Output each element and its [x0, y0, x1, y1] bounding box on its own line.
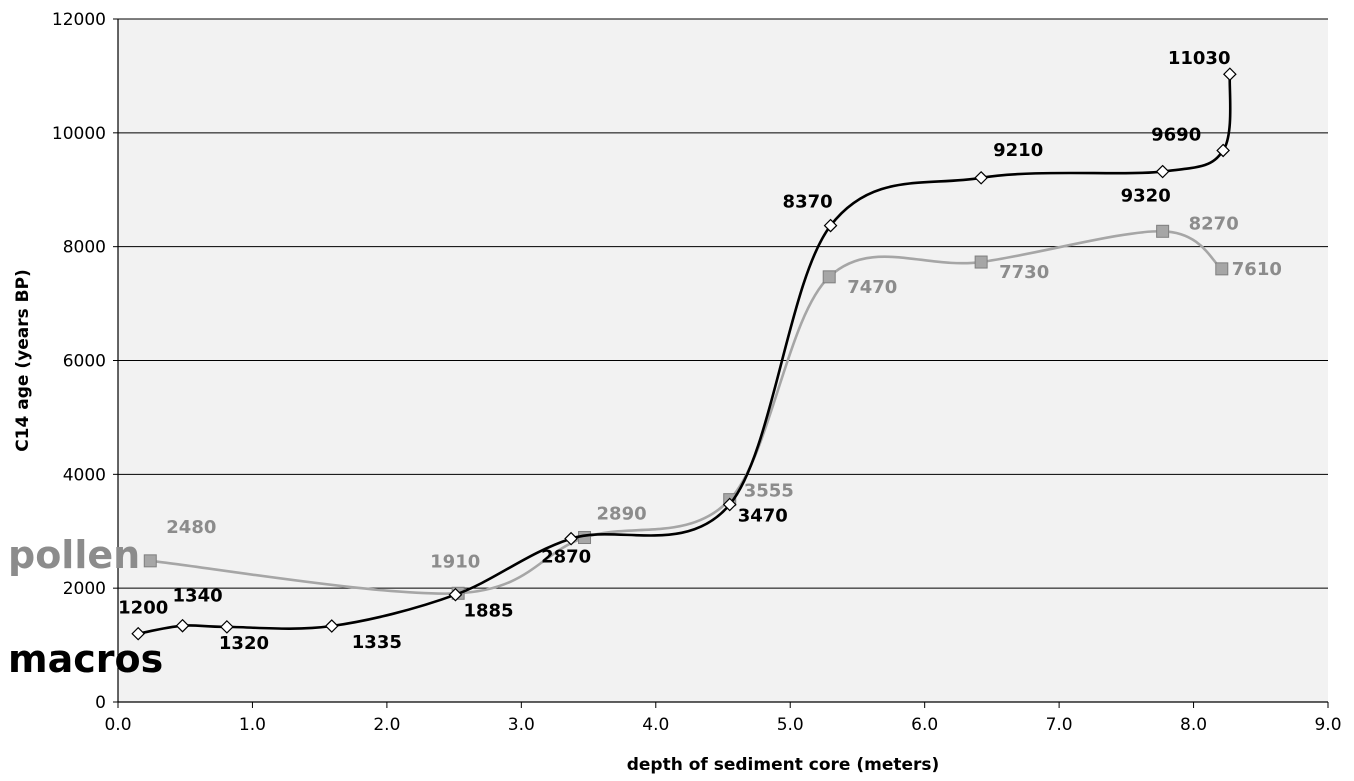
axes: 0 2000 4000 6000 8000 10000 12000 0.0 1.0 2.0 3.0 4…	[52, 10, 1342, 735]
x-tick-label: 9.0	[1314, 715, 1341, 735]
data-point-macros	[131, 626, 146, 641]
data-label-pollen: 1910	[430, 551, 480, 572]
data-point-pollen	[822, 270, 836, 284]
data-label-macros: 8370	[783, 192, 833, 213]
data-point-macros	[324, 619, 339, 633]
x-tick-label: 3.0	[508, 715, 535, 735]
data-label-macros: 11030	[1168, 48, 1231, 69]
data-label-macros: 1340	[173, 586, 223, 607]
data-label-pollen: 7730	[999, 262, 1049, 283]
y-tick-label: 10000	[52, 124, 106, 144]
x-tick-label: 7.0	[1046, 715, 1073, 735]
x-tick-label: 6.0	[911, 715, 938, 735]
x-tick-label: 1.0	[239, 715, 266, 735]
data-point-pollen	[1215, 262, 1229, 276]
data-point-pollen	[143, 554, 157, 568]
data-point-pollen	[1156, 224, 1170, 238]
data-label-macros: 1335	[352, 632, 402, 653]
y-axis-title: C14 age (years BP)	[13, 269, 33, 452]
data-label-pollen: 7610	[1232, 259, 1282, 280]
data-point-macros	[175, 618, 190, 633]
gridlines	[118, 18, 1328, 589]
series-name-macros: macros	[8, 637, 163, 681]
data-label-pollen: 2480	[166, 517, 216, 538]
data-point-macros	[448, 587, 463, 602]
data-point-macros	[564, 531, 578, 546]
series	[131, 67, 1237, 641]
data-label-macros: 9210	[993, 140, 1043, 161]
y-tick-label: 2000	[63, 579, 106, 599]
y-tick-label: 12000	[52, 10, 106, 30]
series-name-pollen: pollen	[8, 533, 140, 577]
data-label-pollen: 7470	[847, 277, 897, 298]
data-point-macros	[722, 497, 737, 512]
data-label-pollen: 2890	[597, 504, 647, 525]
data-label-pollen: 3555	[744, 481, 794, 502]
y-tick-label: 4000	[63, 465, 106, 485]
data-point-pollen	[974, 255, 988, 269]
data-label-macros: 1200	[118, 598, 168, 619]
series-line-macros	[137, 74, 1232, 635]
data-label-macros: 1320	[219, 633, 269, 654]
data-point-macros	[1155, 164, 1170, 179]
x-tick-label: 2.0	[373, 715, 400, 735]
data-label-pollen: 8270	[1189, 213, 1239, 234]
y-tick-label: 6000	[63, 352, 106, 372]
data-label-macros: 1885	[463, 601, 513, 622]
data-label-macros: 9320	[1121, 186, 1171, 207]
data-label-macros: 9690	[1151, 124, 1201, 145]
data-label-macros: 3470	[738, 505, 788, 526]
data-point-macros	[220, 620, 234, 634]
x-tick-label: 5.0	[777, 715, 804, 735]
data-point-macros	[1223, 67, 1237, 82]
data-point-macros	[1216, 143, 1230, 158]
data-labels: 2480 1910 2890 3555 7470 7730 8270 7610 12001340…	[118, 48, 1282, 654]
x-tick-label: 8.0	[1180, 715, 1207, 735]
x-axis-title: depth of sediment core (meters)	[627, 755, 940, 775]
data-point-macros	[823, 218, 838, 233]
y-tick-label: 0	[95, 693, 106, 713]
data-label-macros: 2870	[541, 547, 591, 568]
x-tick-label: 0.0	[104, 715, 131, 735]
x-tick-label: 4.0	[642, 715, 669, 735]
y-tick-label: 8000	[63, 238, 106, 258]
data-point-macros	[974, 170, 988, 185]
